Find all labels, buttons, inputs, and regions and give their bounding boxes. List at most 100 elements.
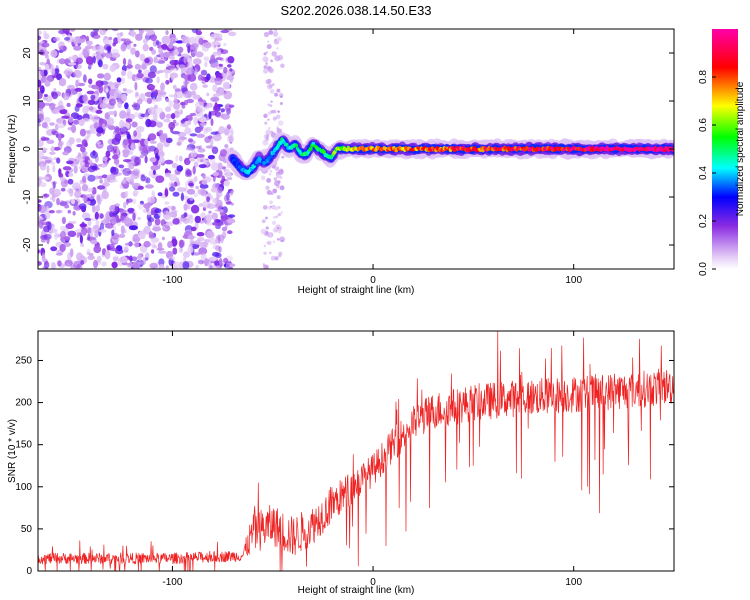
noise-speckle <box>118 164 125 169</box>
noise-speckle <box>117 34 121 44</box>
noise-speckle <box>187 245 194 254</box>
noise-speckle <box>113 158 120 165</box>
noise-speckle <box>194 176 198 182</box>
noise-speckle <box>86 187 94 193</box>
noise-speckle <box>164 188 169 197</box>
noise-speckle <box>89 127 98 134</box>
noise-speckle <box>222 81 230 90</box>
noise-speckle <box>135 50 140 58</box>
noise-speckle <box>165 106 172 112</box>
noise-speckle <box>170 113 176 120</box>
noise-speckle <box>129 174 135 182</box>
noise-speckle <box>173 92 178 102</box>
noise-speckle <box>90 94 96 101</box>
noise-speckle <box>122 138 129 146</box>
noise-speckle <box>269 200 273 205</box>
noise-speckle <box>155 175 165 183</box>
noise-speckle <box>52 164 56 173</box>
noise-speckle <box>90 228 96 233</box>
noise-speckle <box>118 233 126 238</box>
noise-speckle <box>76 138 82 143</box>
noise-speckle <box>38 199 42 203</box>
noise-speckle <box>200 159 204 163</box>
noise-speckle <box>119 126 128 134</box>
noise-speckle <box>264 115 267 118</box>
noise-speckle <box>58 168 62 176</box>
noise-speckle <box>224 168 231 174</box>
noise-speckle <box>193 192 198 198</box>
noise-speckle <box>171 162 178 169</box>
noise-speckle <box>40 238 47 243</box>
noise-speckle <box>202 241 208 248</box>
noise-speckle <box>224 144 229 149</box>
noise-speckle <box>114 133 122 142</box>
noise-speckle <box>121 65 127 72</box>
noise-speckle <box>214 208 224 212</box>
noise-speckle <box>99 213 104 219</box>
noise-speckle <box>143 240 151 248</box>
noise-speckle <box>269 29 273 32</box>
noise-speckle <box>172 261 182 269</box>
noise-speckle <box>159 111 166 120</box>
noise-speckle <box>62 166 72 171</box>
noise-speckle <box>38 261 42 266</box>
noise-speckle <box>263 251 267 255</box>
noise-speckle <box>274 92 278 97</box>
noise-speckle <box>150 165 159 171</box>
noise-speckle <box>212 84 218 92</box>
noise-speckle <box>198 37 204 45</box>
noise-speckle <box>38 30 42 36</box>
noise-speckle <box>208 111 212 120</box>
noise-speckle <box>276 173 281 179</box>
noise-speckle <box>51 130 59 136</box>
noise-speckle <box>168 94 175 98</box>
noise-speckle <box>274 166 280 172</box>
noise-speckle <box>155 39 160 46</box>
noise-speckle <box>129 162 135 170</box>
noise-speckle <box>84 217 92 221</box>
noise-speckle <box>179 64 186 70</box>
noise-speckle <box>196 133 206 138</box>
noise-speckle <box>277 212 282 217</box>
noise-speckle <box>156 142 164 151</box>
noise-speckle <box>183 56 187 64</box>
noise-speckle <box>195 51 204 58</box>
ridge-core <box>285 142 289 147</box>
noise-speckle <box>215 239 219 244</box>
noise-speckle <box>218 246 222 253</box>
noise-speckle <box>99 229 107 233</box>
noise-speckle <box>148 85 156 89</box>
noise-speckle <box>111 261 118 269</box>
noise-speckle <box>198 164 207 169</box>
noise-speckle <box>83 74 87 83</box>
noise-speckle <box>45 63 50 72</box>
noise-speckle <box>184 79 188 89</box>
noise-speckle <box>184 181 189 187</box>
noise-speckle <box>223 257 229 264</box>
noise-speckle <box>205 214 213 222</box>
noise-speckle <box>228 31 237 37</box>
noise-speckle <box>145 257 149 261</box>
noise-speckle <box>73 69 82 78</box>
noise-speckle <box>76 232 80 238</box>
noise-speckle <box>162 223 168 230</box>
snr-frame <box>37 330 675 572</box>
noise-speckle <box>161 35 171 45</box>
noise-speckle <box>189 112 196 117</box>
noise-speckle <box>210 118 214 126</box>
noise-speckle <box>123 201 127 209</box>
noise-speckle <box>189 133 197 137</box>
noise-speckle <box>137 216 142 221</box>
noise-speckle <box>268 67 275 74</box>
noise-speckle <box>148 133 157 141</box>
noise-speckle <box>55 252 63 256</box>
noise-speckle <box>142 43 149 52</box>
noise-speckle <box>70 199 76 205</box>
noise-speckle <box>263 139 267 143</box>
noise-speckle <box>217 162 223 170</box>
noise-speckle <box>76 144 83 148</box>
noise-speckle <box>114 83 119 89</box>
noise-speckle <box>207 135 213 140</box>
noise-speckle <box>38 151 44 159</box>
